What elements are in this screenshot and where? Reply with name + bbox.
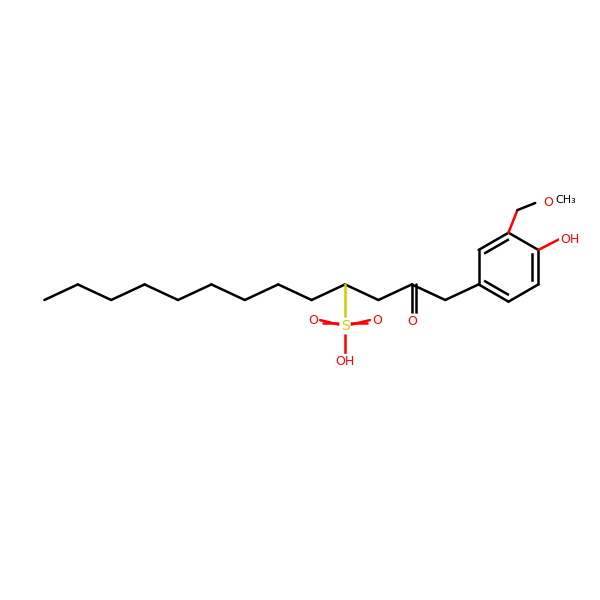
Text: S: S: [341, 319, 349, 333]
Text: O: O: [544, 196, 553, 209]
Text: CH₃: CH₃: [556, 195, 577, 205]
Text: O: O: [308, 314, 318, 326]
Text: O: O: [407, 315, 417, 328]
Text: OH: OH: [560, 233, 580, 246]
Text: OH: OH: [335, 355, 355, 368]
Text: O: O: [372, 314, 382, 326]
